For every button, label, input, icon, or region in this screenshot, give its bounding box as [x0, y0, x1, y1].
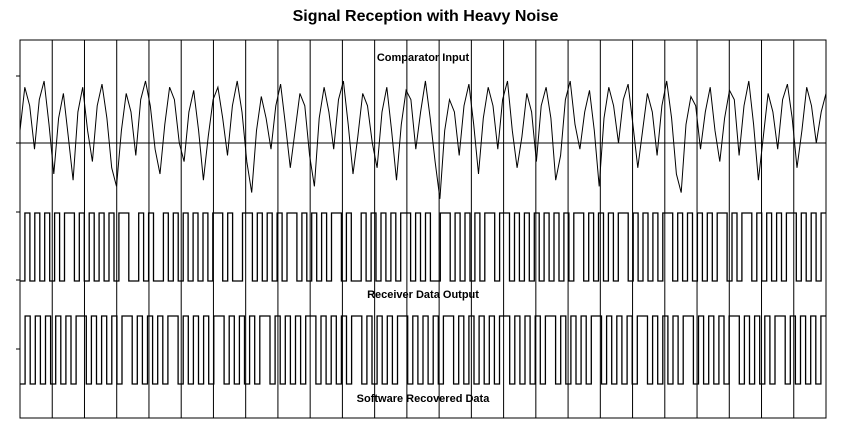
chart-title: Signal Reception with Heavy Noise: [292, 8, 559, 25]
trace-label-receiver-data-output: Receiver Data Output: [367, 289, 479, 301]
plot-frame: [19, 39, 827, 419]
trace-receiver-data-output: [20, 212, 826, 282]
trace-label-comparator-input: Comparator Input: [377, 52, 470, 64]
trace-labels: Comparator Input Receiver Data Output So…: [357, 52, 491, 405]
left-tick-marks: [16, 75, 20, 350]
trace-comparator-input: [19, 80, 827, 199]
trace-group: [19, 80, 827, 385]
trace-label-software-recovered-data: Software Recovered Data: [357, 393, 491, 405]
trace-software-recovered-data: [20, 315, 826, 385]
